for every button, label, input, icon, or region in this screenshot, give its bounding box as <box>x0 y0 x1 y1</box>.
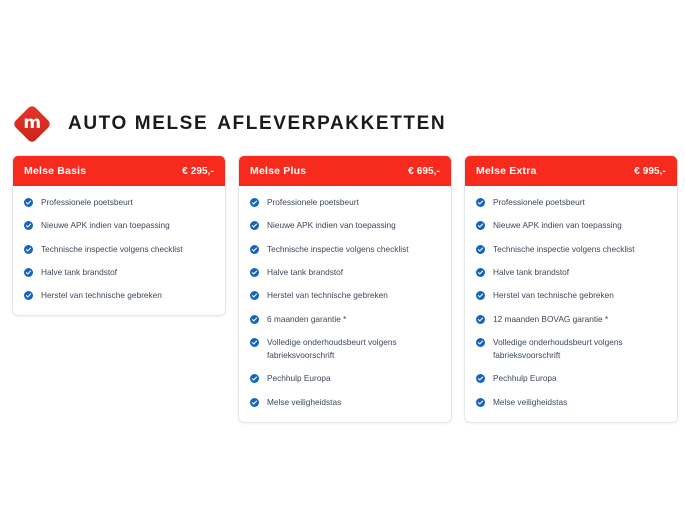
package-price: € 995,- <box>634 165 666 177</box>
list-item: Volledige onderhoudsbeurt volgens fabrie… <box>250 336 440 362</box>
package-price: € 295,- <box>182 165 214 177</box>
check-circle-icon <box>250 221 259 231</box>
check-circle-icon <box>250 374 259 384</box>
list-item: Herstel van technische gebreken <box>24 289 214 302</box>
brand-header: m AUTO MELSE AFLEVERPAKKETTEN <box>12 102 446 146</box>
list-item: Professionele poetsbeurt <box>476 196 666 209</box>
list-item: Melse veiligheidstas <box>250 396 440 409</box>
list-item: Nieuwe APK indien van toepassing <box>476 219 666 232</box>
pricing-card-basis: Melse Basis € 295,- Professionele poetsb… <box>12 155 226 317</box>
page-title-part-one: AUTO MELSE <box>68 113 209 134</box>
check-circle-icon <box>476 314 485 324</box>
pricing-card-header-plus: Melse Plus € 695,- <box>239 156 451 186</box>
check-circle-icon <box>476 244 485 254</box>
list-item: Volledige onderhoudsbeurt volgens fabrie… <box>476 336 666 362</box>
list-item-label: 6 maanden garantie * <box>267 313 347 324</box>
list-item-label: Pechhulp Europa <box>493 373 557 384</box>
package-name: Melse Basis <box>24 165 87 177</box>
list-item: Halve tank brandstof <box>250 266 440 279</box>
check-circle-icon <box>250 291 259 301</box>
list-item: Pechhulp Europa <box>476 372 666 385</box>
list-item-label: Pechhulp Europa <box>267 373 331 384</box>
list-item-label: Halve tank brandstof <box>493 267 570 278</box>
list-item-label: Halve tank brandstof <box>41 267 118 278</box>
logo-letter-m: m <box>23 113 41 133</box>
list-item: 6 maanden garantie * <box>250 313 440 326</box>
feature-list-plus: Professionele poetsbeurt Nieuwe APK indi… <box>239 186 451 422</box>
list-item-label: Herstel van technische gebreken <box>493 290 614 301</box>
feature-list-basis: Professionele poetsbeurt Nieuwe APK indi… <box>13 186 225 315</box>
check-circle-icon <box>250 244 259 254</box>
page-title: AUTO MELSE AFLEVERPAKKETTEN <box>68 113 446 135</box>
check-circle-icon <box>476 221 485 231</box>
melse-diamond-logo-icon: m <box>12 104 52 144</box>
check-circle-icon <box>476 291 485 301</box>
package-name: Melse Extra <box>476 165 537 177</box>
list-item-label: Volledige onderhoudsbeurt volgens fabrie… <box>267 337 397 361</box>
list-item: Nieuwe APK indien van toepassing <box>24 219 214 232</box>
check-circle-icon <box>250 268 259 278</box>
check-circle-icon <box>250 198 259 207</box>
list-item: Technische inspectie volgens checklist <box>24 243 214 256</box>
list-item-label: Herstel van technische gebreken <box>41 290 162 301</box>
check-circle-icon <box>24 291 33 301</box>
check-circle-icon <box>250 314 259 324</box>
list-item-label: Professionele poetsbeurt <box>267 197 359 207</box>
list-item: Halve tank brandstof <box>24 266 214 279</box>
list-item-label: Nieuwe APK indien van toepassing <box>41 220 170 231</box>
check-circle-icon <box>24 198 33 207</box>
package-price: € 695,- <box>408 165 440 177</box>
list-item: Professionele poetsbeurt <box>250 196 440 209</box>
page-title-part-two: AFLEVERPAKKETTEN <box>217 113 447 134</box>
check-circle-icon <box>250 338 259 348</box>
list-item-label: Melse veiligheidstas <box>493 396 568 407</box>
list-item-label: Volledige onderhoudsbeurt volgens fabrie… <box>493 337 623 361</box>
list-item-label: Nieuwe APK indien van toepassing <box>493 220 622 231</box>
check-circle-icon <box>476 374 485 384</box>
list-item-label: Nieuwe APK indien van toepassing <box>267 220 396 231</box>
list-item: Pechhulp Europa <box>250 372 440 385</box>
list-item: 12 maanden BOVAG garantie * <box>476 313 666 326</box>
list-item-label: Melse veiligheidstas <box>267 396 342 407</box>
list-item: Technische inspectie volgens checklist <box>250 243 440 256</box>
pricing-card-header-extra: Melse Extra € 995,- <box>465 156 677 186</box>
check-circle-icon <box>24 221 33 231</box>
check-circle-icon <box>24 268 33 278</box>
check-circle-icon <box>476 198 485 207</box>
list-item: Professionele poetsbeurt <box>24 196 214 209</box>
pricing-card-extra: Melse Extra € 995,- Professionele poetsb… <box>464 155 678 423</box>
list-item-label: Technische inspectie volgens checklist <box>267 243 409 254</box>
list-item-label: Halve tank brandstof <box>267 267 344 278</box>
list-item: Technische inspectie volgens checklist <box>476 243 666 256</box>
check-circle-icon <box>250 397 259 407</box>
check-circle-icon <box>476 397 485 407</box>
check-circle-icon <box>24 244 33 254</box>
package-name: Melse Plus <box>250 165 307 177</box>
list-item: Melse veiligheidstas <box>476 396 666 409</box>
list-item-label: Herstel van technische gebreken <box>267 290 388 301</box>
list-item: Nieuwe APK indien van toepassing <box>250 219 440 232</box>
check-circle-icon <box>476 338 485 348</box>
feature-list-extra: Professionele poetsbeurt Nieuwe APK indi… <box>465 186 677 422</box>
list-item-label: Technische inspectie volgens checklist <box>41 243 183 254</box>
list-item-label: Professionele poetsbeurt <box>493 197 585 207</box>
list-item: Herstel van technische gebreken <box>476 289 666 302</box>
check-circle-icon <box>476 268 485 278</box>
list-item: Herstel van technische gebreken <box>250 289 440 302</box>
pricing-card-header-basis: Melse Basis € 295,- <box>13 156 225 186</box>
list-item-label: Technische inspectie volgens checklist <box>493 243 635 254</box>
pricing-card-plus: Melse Plus € 695,- Professionele poetsbe… <box>238 155 452 423</box>
pricing-cards-row: Melse Basis € 295,- Professionele poetsb… <box>12 155 680 423</box>
list-item: Halve tank brandstof <box>476 266 666 279</box>
list-item-label: 12 maanden BOVAG garantie * <box>493 313 609 324</box>
list-item-label: Professionele poetsbeurt <box>41 197 133 207</box>
